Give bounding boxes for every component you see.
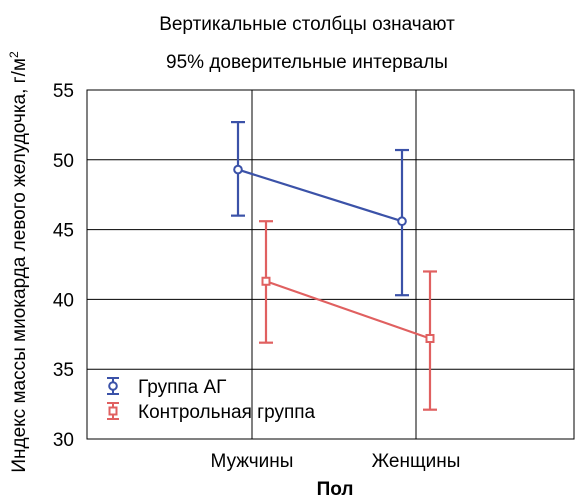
legend-label-control-group: Контрольная группа bbox=[138, 402, 316, 423]
y-tick-label: 35 bbox=[53, 360, 74, 381]
plot-area bbox=[86, 89, 575, 440]
x-tick-labels: Мужчины Женщины bbox=[211, 451, 461, 472]
y-axis-label-text: Индекс массы миокарда левого желудочка, … bbox=[9, 58, 30, 473]
legend-label-group-ag: Группа АГ bbox=[138, 377, 226, 398]
data-point bbox=[261, 276, 271, 286]
series-line bbox=[265, 280, 431, 340]
series-layer bbox=[231, 121, 437, 411]
data-point bbox=[397, 216, 407, 227]
legend-marker bbox=[108, 406, 118, 416]
y-axis-label-superscript: 2 bbox=[7, 51, 21, 58]
y-tick-labels: 55 50 45 40 35 30 bbox=[53, 81, 74, 451]
x-tick-label: Женщины bbox=[372, 451, 461, 472]
legend-marker bbox=[108, 381, 118, 391]
grid bbox=[87, 90, 574, 439]
legend: Группа АГ Контрольная группа bbox=[107, 377, 316, 423]
x-tick-label: Мужчины bbox=[211, 451, 294, 472]
y-tick-label: 30 bbox=[53, 430, 74, 451]
y-tick-label: 40 bbox=[53, 290, 74, 311]
data-point bbox=[233, 164, 243, 175]
chart-title-line-2: 95% доверительные интервалы bbox=[166, 52, 448, 73]
y-tick-label: 55 bbox=[53, 81, 74, 102]
y-tick-label: 45 bbox=[53, 221, 74, 242]
data-point bbox=[425, 333, 435, 343]
y-axis-label: Индекс массы миокарда левого желудочка, … bbox=[7, 51, 30, 473]
y-tick-label: 50 bbox=[53, 151, 74, 172]
chart-title-line-1: Вертикальные столбцы означают bbox=[159, 14, 455, 35]
legend-marker-group-ag bbox=[107, 377, 119, 395]
x-axis-label: Пол bbox=[317, 479, 354, 500]
legend-marker-control-group bbox=[107, 402, 119, 420]
series-line bbox=[237, 168, 403, 223]
